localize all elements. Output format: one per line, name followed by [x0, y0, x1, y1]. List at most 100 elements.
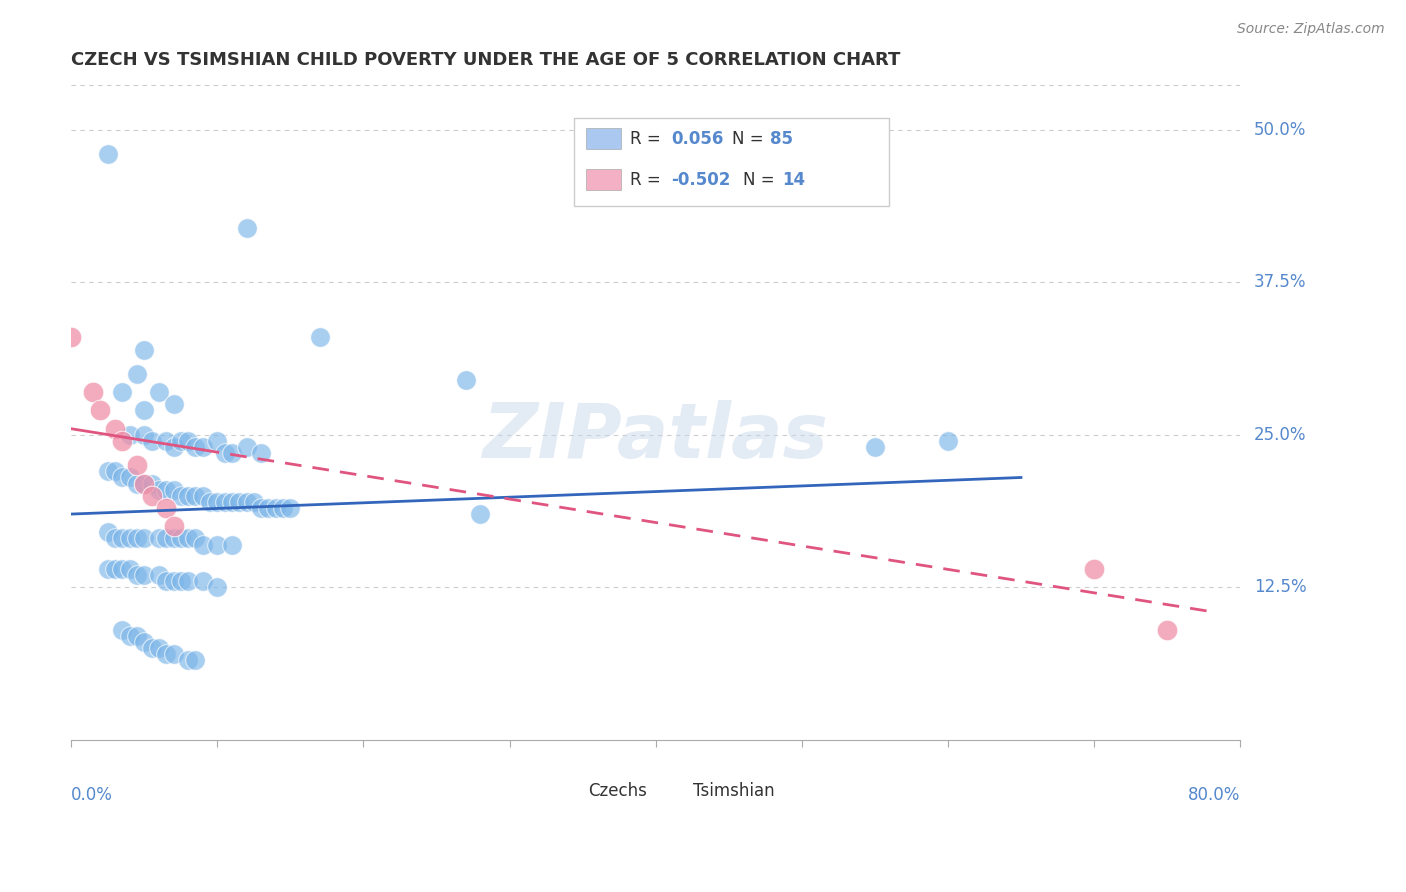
- Point: [125, 458, 148, 473]
- Point: [104, 464, 127, 478]
- Text: 37.5%: 37.5%: [1254, 274, 1306, 292]
- Point: [191, 440, 214, 454]
- Point: [118, 427, 141, 442]
- Point: [207, 434, 229, 448]
- Point: [235, 220, 257, 235]
- Point: [82, 385, 104, 400]
- Point: [936, 434, 959, 448]
- Point: [191, 574, 214, 588]
- Point: [250, 446, 273, 460]
- Point: [170, 434, 193, 448]
- Text: Source: ZipAtlas.com: Source: ZipAtlas.com: [1237, 22, 1385, 37]
- Point: [162, 519, 184, 533]
- Point: [111, 562, 134, 576]
- Point: [155, 500, 177, 515]
- Text: Tsimshian: Tsimshian: [693, 782, 775, 800]
- Point: [170, 574, 193, 588]
- Point: [177, 434, 200, 448]
- Text: 80.0%: 80.0%: [1188, 786, 1240, 804]
- FancyBboxPatch shape: [585, 169, 620, 190]
- Point: [134, 343, 156, 357]
- Text: -0.502: -0.502: [671, 171, 730, 189]
- Point: [125, 568, 148, 582]
- Point: [177, 532, 200, 546]
- Point: [111, 532, 134, 546]
- Point: [184, 489, 207, 503]
- Point: [125, 532, 148, 546]
- Point: [134, 403, 156, 417]
- Text: 85: 85: [770, 129, 793, 147]
- Point: [470, 507, 492, 521]
- Point: [454, 373, 477, 387]
- Point: [162, 574, 184, 588]
- Point: [155, 434, 177, 448]
- Point: [134, 532, 156, 546]
- Text: 50.0%: 50.0%: [1254, 121, 1306, 139]
- Point: [141, 641, 163, 656]
- Point: [221, 446, 243, 460]
- Point: [207, 580, 229, 594]
- Point: [148, 483, 170, 497]
- Point: [198, 495, 221, 509]
- Point: [111, 470, 134, 484]
- Point: [271, 500, 294, 515]
- Point: [1083, 562, 1105, 576]
- Point: [118, 629, 141, 643]
- Point: [111, 434, 134, 448]
- Point: [111, 385, 134, 400]
- Text: N =: N =: [731, 129, 769, 147]
- Point: [125, 367, 148, 381]
- Point: [177, 489, 200, 503]
- Point: [257, 500, 280, 515]
- Point: [134, 476, 156, 491]
- Point: [97, 562, 120, 576]
- Point: [118, 470, 141, 484]
- Point: [125, 476, 148, 491]
- Point: [221, 537, 243, 551]
- Point: [155, 647, 177, 661]
- Text: R =: R =: [630, 171, 666, 189]
- FancyBboxPatch shape: [557, 783, 582, 799]
- Text: N =: N =: [744, 171, 780, 189]
- Point: [104, 532, 127, 546]
- FancyBboxPatch shape: [585, 128, 620, 149]
- Point: [280, 500, 302, 515]
- Point: [155, 574, 177, 588]
- Point: [207, 495, 229, 509]
- Text: 0.056: 0.056: [671, 129, 723, 147]
- Point: [134, 427, 156, 442]
- Point: [155, 532, 177, 546]
- Point: [89, 403, 111, 417]
- Text: Czechs: Czechs: [588, 782, 647, 800]
- Point: [118, 532, 141, 546]
- Point: [118, 562, 141, 576]
- Point: [162, 440, 184, 454]
- Point: [170, 489, 193, 503]
- Text: CZECH VS TSIMSHIAN CHILD POVERTY UNDER THE AGE OF 5 CORRELATION CHART: CZECH VS TSIMSHIAN CHILD POVERTY UNDER T…: [72, 51, 901, 69]
- Point: [134, 635, 156, 649]
- Point: [162, 647, 184, 661]
- Point: [111, 623, 134, 637]
- Point: [148, 568, 170, 582]
- FancyBboxPatch shape: [662, 783, 688, 799]
- Point: [184, 440, 207, 454]
- Point: [148, 385, 170, 400]
- Y-axis label: Child Poverty Under the Age of 5: Child Poverty Under the Age of 5: [0, 285, 7, 536]
- Point: [60, 330, 83, 344]
- Point: [214, 495, 236, 509]
- Point: [97, 525, 120, 540]
- Point: [228, 495, 250, 509]
- Text: 14: 14: [782, 171, 806, 189]
- Point: [207, 537, 229, 551]
- Text: 0.0%: 0.0%: [72, 786, 112, 804]
- Point: [141, 476, 163, 491]
- Point: [221, 495, 243, 509]
- Point: [308, 330, 330, 344]
- Text: R =: R =: [630, 129, 666, 147]
- Point: [191, 537, 214, 551]
- Point: [155, 483, 177, 497]
- Point: [184, 653, 207, 667]
- Point: [104, 422, 127, 436]
- Point: [235, 440, 257, 454]
- Point: [162, 532, 184, 546]
